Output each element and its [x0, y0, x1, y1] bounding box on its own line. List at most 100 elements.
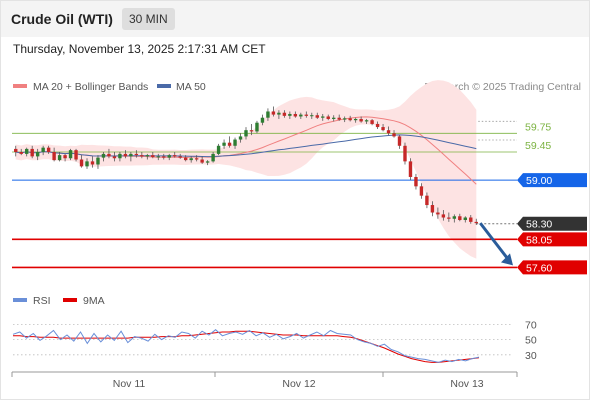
level-label-support: 57.60: [526, 262, 552, 274]
candle-body: [304, 114, 309, 116]
candle-body: [332, 117, 336, 119]
legend-swatch-ma50: [157, 84, 171, 88]
candle-body: [216, 145, 221, 154]
candle-body: [156, 156, 160, 158]
candle-body: [255, 122, 259, 132]
candle-body: [96, 157, 100, 165]
candle-body: [463, 217, 467, 221]
candle-body: [397, 136, 402, 146]
candle-body: [151, 155, 155, 158]
price-plot: 59.75 59.45 59.00 58.30 58.05 57.60: [12, 80, 587, 275]
candle-body: [359, 118, 363, 122]
candle-body: [162, 156, 166, 158]
candle-body: [145, 155, 150, 157]
candle-body: [129, 153, 133, 157]
level-label-current: 58.30: [526, 219, 552, 231]
candle-body: [430, 205, 435, 213]
candle-body: [52, 152, 56, 161]
candle-body: [441, 214, 446, 218]
ma50-line: [15, 134, 477, 158]
bollinger-band-fill: [15, 80, 477, 259]
legend-label-rsi: RSI: [33, 295, 51, 307]
candle-body: [271, 111, 276, 115]
candle-body: [57, 155, 62, 161]
rsi-tick-label: 50: [525, 335, 537, 347]
candle-body: [452, 216, 457, 219]
candle-body: [348, 118, 352, 121]
candle-body: [101, 153, 106, 158]
candle-body: [14, 148, 18, 153]
interval-button[interactable]: 30 MIN: [122, 8, 175, 30]
candle-body: [30, 148, 34, 157]
candle-body: [310, 115, 314, 117]
candle-body: [408, 161, 413, 177]
candle-body: [118, 153, 122, 159]
level-tag-support: [517, 260, 587, 275]
candle-body: [326, 116, 330, 119]
candle-body: [205, 161, 210, 163]
candle-body: [79, 159, 84, 167]
candle-body: [321, 116, 325, 118]
candle-body: [74, 150, 78, 160]
candle-body: [419, 186, 424, 196]
instrument-title: Crude Oil (WTI): [11, 11, 113, 27]
rsi-plot: 70 50 30: [12, 319, 537, 363]
candle-body: [112, 156, 117, 159]
rsi-line: [12, 329, 480, 363]
candle-body: [46, 147, 51, 153]
candle-body: [140, 155, 144, 157]
candle-body: [381, 127, 385, 131]
candle-body: [260, 117, 265, 123]
candle-body: [282, 112, 287, 116]
candle-body: [392, 133, 396, 137]
candle-body: [315, 115, 319, 118]
level-label-pivot: 59.00: [526, 175, 552, 187]
level-label-resistance: 59.45: [525, 140, 551, 152]
candle-body: [447, 217, 451, 219]
candle-body: [211, 153, 215, 162]
candle-body: [183, 157, 188, 161]
candle-body: [90, 161, 95, 165]
candle-body: [227, 142, 232, 146]
candle-body: [194, 158, 199, 160]
candle-body: [469, 217, 473, 222]
legend-label-ma50: MA 50: [176, 81, 206, 93]
candle-body: [63, 155, 67, 159]
candle-body: [107, 153, 111, 157]
header-bar: Crude Oil (WTI) 30 MIN: [1, 1, 589, 37]
legend-label-rsi-ma: 9MA: [83, 295, 105, 307]
candle-body: [68, 150, 73, 159]
candle-body: [288, 113, 292, 116]
candle-body: [364, 120, 369, 122]
candle-body: [233, 139, 237, 146]
candle-body: [25, 148, 29, 154]
candle-body: [249, 130, 254, 132]
candle-body: [35, 152, 40, 157]
candle-body: [353, 118, 358, 121]
candle-body: [403, 145, 407, 162]
candle-body: [266, 111, 270, 118]
level-tag-pivot: [517, 173, 587, 188]
legend-swatch-bollinger: [13, 84, 27, 88]
candle-body: [167, 155, 171, 158]
candle-body: [425, 195, 429, 206]
candle-body: [173, 155, 177, 157]
candle-body: [134, 153, 139, 156]
timestamp: Thursday, November 13, 2025 2:17:31 AM C…: [13, 42, 266, 56]
forecast-arrow-shaft: [479, 222, 511, 262]
rsi-tick-label: 30: [525, 350, 537, 362]
level-label-support: 58.05: [526, 234, 552, 246]
research-credit: Research © 2025 Trading Central: [424, 81, 581, 93]
candle-body: [299, 114, 303, 117]
candle-body: [238, 136, 243, 140]
candle-body: [85, 161, 89, 167]
candle-body: [458, 216, 462, 221]
candle-body: [293, 113, 298, 117]
candle-body: [386, 130, 391, 134]
forecast-arrow-head: [501, 253, 513, 266]
x-tick-label: Nov 11: [113, 378, 146, 390]
x-tick-label: Nov 13: [450, 378, 483, 390]
candle-body: [277, 112, 281, 115]
candle-body: [41, 147, 45, 153]
